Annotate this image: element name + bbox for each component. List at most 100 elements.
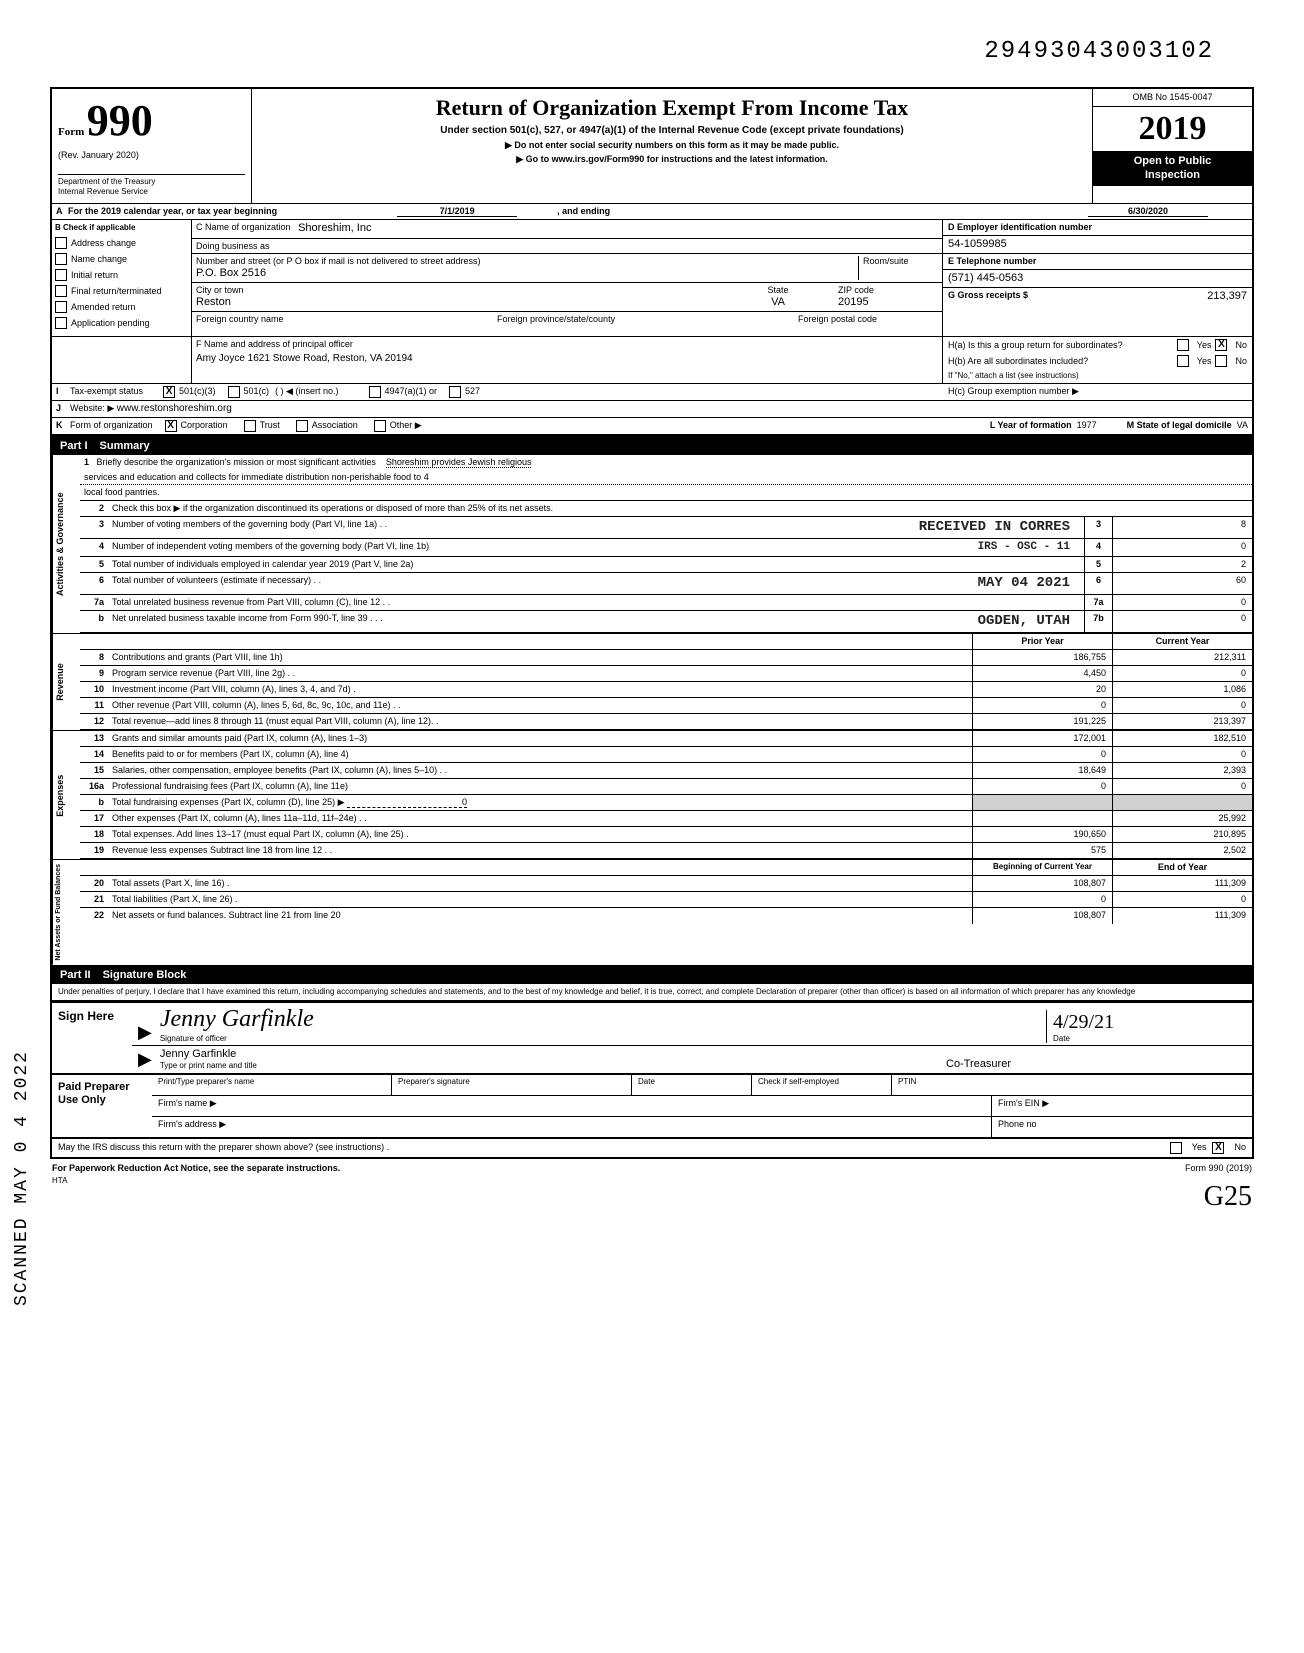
c22[interactable]: 111,309 <box>1112 908 1252 924</box>
c17[interactable]: 25,992 <box>1112 811 1252 826</box>
lbl-initial-return: Initial return <box>71 270 118 281</box>
sig-date[interactable]: 4/29/21 <box>1053 1010 1246 1034</box>
side-revenue: Revenue <box>52 634 80 730</box>
website-value[interactable]: www.restonshoreshim.org <box>117 403 232 415</box>
val6[interactable]: 60 <box>1112 573 1252 594</box>
cb-hb-yes[interactable] <box>1177 355 1189 367</box>
tax-exempt-label: Tax-exempt status <box>70 386 143 397</box>
cb-527[interactable] <box>449 386 461 398</box>
form-org-label: Form of organization <box>70 420 153 431</box>
street-label: Number and street (or P O box if mail is… <box>196 256 858 267</box>
c12[interactable]: 213,397 <box>1112 714 1252 729</box>
l12t: Total revenue—add lines 8 through 11 (mu… <box>108 714 972 729</box>
c18[interactable]: 210,895 <box>1112 827 1252 842</box>
opt-other: Other ▶ <box>390 420 422 431</box>
c13[interactable]: 182,510 <box>1112 731 1252 746</box>
sign-here-label: Sign Here <box>52 1003 132 1073</box>
cb-hb-no[interactable] <box>1215 355 1227 367</box>
p21[interactable]: 0 <box>972 892 1112 907</box>
cb-app-pending[interactable] <box>55 317 67 329</box>
cb-initial-return[interactable] <box>55 269 67 281</box>
stamp-irs: IRS - OSC - 11 <box>978 541 1070 554</box>
p16a[interactable]: 0 <box>972 779 1112 794</box>
year-end[interactable]: 6/30/2020 <box>1088 206 1208 218</box>
v16b[interactable]: 0 <box>347 797 467 809</box>
label-i: I <box>56 386 70 397</box>
officer-title[interactable]: Co-Treasurer <box>946 1058 1246 1071</box>
f-label: F Name and address of principal officer <box>196 339 938 350</box>
cb-discuss-yes[interactable] <box>1170 1142 1182 1154</box>
val3[interactable]: 8 <box>1112 517 1252 538</box>
formation-year[interactable]: 1977 <box>1077 420 1097 430</box>
val5[interactable]: 2 <box>1112 557 1252 572</box>
col-current: Current Year <box>1112 634 1252 649</box>
officer-name[interactable]: Jenny Garfinkle <box>160 1048 946 1061</box>
dept-irs: Internal Revenue Service <box>58 187 245 197</box>
c9[interactable]: 0 <box>1112 666 1252 681</box>
c20[interactable]: 111,309 <box>1112 876 1252 891</box>
ein-value[interactable]: 54-1059985 <box>943 236 1252 254</box>
cb-4947[interactable] <box>369 386 381 398</box>
city-value[interactable]: Reston <box>196 296 718 309</box>
p11[interactable]: 0 <box>972 698 1112 713</box>
c15[interactable]: 2,393 <box>1112 763 1252 778</box>
cb-trust[interactable] <box>244 420 256 432</box>
c14[interactable]: 0 <box>1112 747 1252 762</box>
val7b[interactable]: 0 <box>1112 611 1252 632</box>
officer-signature[interactable]: Jenny Garfinkle <box>160 1005 1046 1034</box>
cb-ha-no[interactable]: X <box>1215 339 1227 351</box>
val7a[interactable]: 0 <box>1112 595 1252 610</box>
cb-final-return[interactable] <box>55 285 67 297</box>
mission-3[interactable]: local food pantries. <box>80 485 1252 501</box>
mission-2[interactable]: services and education and collects for … <box>80 470 1252 486</box>
p10[interactable]: 20 <box>972 682 1112 697</box>
p12[interactable]: 191,225 <box>972 714 1112 729</box>
c19[interactable]: 2,502 <box>1112 843 1252 858</box>
dept-treasury: Department of the Treasury <box>58 177 245 187</box>
p13[interactable]: 172,001 <box>972 731 1112 746</box>
mission-1[interactable]: Shoreshim provides Jewish religious <box>386 457 532 468</box>
cb-corp[interactable]: X <box>165 420 177 432</box>
p15[interactable]: 18,649 <box>972 763 1112 778</box>
p20[interactable]: 108,807 <box>972 876 1112 891</box>
cb-name-change[interactable] <box>55 253 67 265</box>
p14[interactable]: 0 <box>972 747 1112 762</box>
part1-label: Part I <box>60 440 100 453</box>
open-public-2: Inspection <box>1097 169 1248 182</box>
c21[interactable]: 0 <box>1112 892 1252 907</box>
c10[interactable]: 1,086 <box>1112 682 1252 697</box>
cb-amended[interactable] <box>55 301 67 313</box>
cb-assoc[interactable] <box>296 420 308 432</box>
form-title: Return of Organization Exempt From Incom… <box>256 95 1088 121</box>
p18[interactable]: 190,650 <box>972 827 1112 842</box>
cb-501c3[interactable]: X <box>163 386 175 398</box>
c16a[interactable]: 0 <box>1112 779 1252 794</box>
val4[interactable]: 0 <box>1112 539 1252 556</box>
p9[interactable]: 4,450 <box>972 666 1112 681</box>
p22[interactable]: 108,807 <box>972 908 1112 924</box>
discuss-row: May the IRS discuss this return with the… <box>50 1139 1254 1159</box>
org-name[interactable]: Shoreshim, Inc <box>298 222 371 235</box>
gross-receipts[interactable]: 213,397 <box>1207 290 1247 303</box>
p17[interactable] <box>972 811 1112 826</box>
l17t: Other expenses (Part IX, column (A), lin… <box>108 811 972 826</box>
discuss-yes: Yes <box>1192 1142 1207 1153</box>
phone-value[interactable]: (571) 445-0563 <box>943 270 1252 288</box>
domicile[interactable]: VA <box>1237 420 1248 430</box>
street-value[interactable]: P.O. Box 2516 <box>196 267 858 280</box>
box7a: 7a <box>1084 595 1112 610</box>
c8[interactable]: 212,311 <box>1112 650 1252 665</box>
principal-officer[interactable]: Amy Joyce 1621 Stowe Road, Reston, VA 20… <box>196 353 938 365</box>
c11[interactable]: 0 <box>1112 698 1252 713</box>
cb-ha-yes[interactable] <box>1177 339 1189 351</box>
cb-discuss-no[interactable]: X <box>1212 1142 1224 1154</box>
row-a-text: For the 2019 calendar year, or tax year … <box>68 206 277 218</box>
cb-address-change[interactable] <box>55 237 67 249</box>
p8[interactable]: 186,755 <box>972 650 1112 665</box>
cb-other[interactable] <box>374 420 386 432</box>
state-value[interactable]: VA <box>718 296 838 309</box>
year-begin[interactable]: 7/1/2019 <box>397 206 517 218</box>
cb-501c[interactable] <box>228 386 240 398</box>
zip-value[interactable]: 20195 <box>838 296 938 309</box>
p19[interactable]: 575 <box>972 843 1112 858</box>
